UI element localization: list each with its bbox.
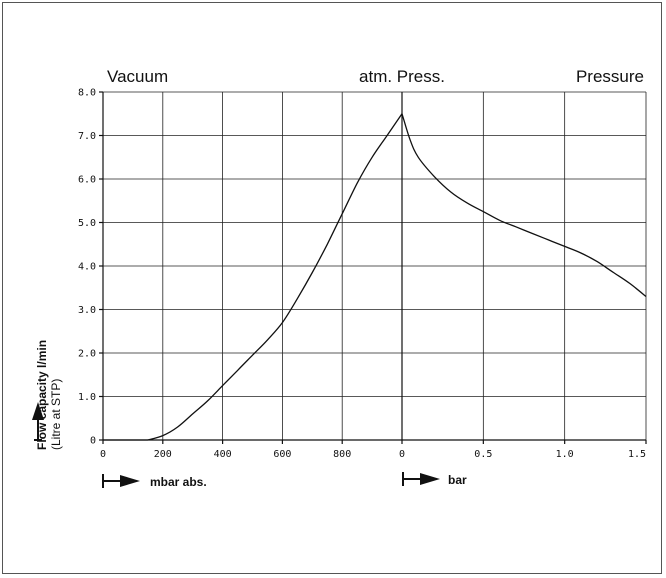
y-tick-label: 2.0 <box>78 349 96 360</box>
y-tick-label: 0 <box>90 436 96 447</box>
flow-curve-vacuum <box>147 113 403 441</box>
x-tick-label-pressure: 0.5 <box>474 449 492 460</box>
x-tick-label-pressure: 0 <box>399 449 405 460</box>
x-tick-label-pressure: 1.5 <box>628 449 646 460</box>
y-tick-label: 1.0 <box>78 392 96 403</box>
x-tick-label-vacuum: 0 <box>100 449 106 460</box>
region-label-vacuum: Vacuum <box>107 67 168 86</box>
y-tick-label: 6.0 <box>78 175 96 186</box>
y-axis-title: Flow capacity l/min (Litre at STP) <box>35 340 63 450</box>
region-label-atm: atm. Press. <box>359 67 445 86</box>
x-tick-label-vacuum: 400 <box>214 449 232 460</box>
flow-curve-pressure <box>401 113 647 298</box>
x-axis-label-vacuum: mbar abs. <box>150 475 207 489</box>
y-axis-arrow-icon <box>32 402 44 441</box>
y-axis-sublabel: (Litre at STP) <box>49 379 63 450</box>
curves <box>103 113 647 441</box>
y-tick-label: 7.0 <box>78 131 96 142</box>
axes <box>99 91 647 444</box>
x-tick-label-vacuum: 800 <box>333 449 351 460</box>
y-tick-label: 4.0 <box>78 262 96 273</box>
x-axis-arrow-icon-pressure <box>402 472 440 486</box>
grid <box>102 91 647 441</box>
x-tick-label-pressure: 1.0 <box>556 449 574 460</box>
tick-labels: 8.07.06.05.04.03.02.01.000 200 400 600 800 0 0… <box>78 88 646 461</box>
x-tick-label-vacuum: 200 <box>154 449 172 460</box>
y-tick-label: 5.0 <box>78 218 96 229</box>
x-axis-arrow-icon-vacuum <box>102 474 140 488</box>
x-tick-label-vacuum: 600 <box>273 449 291 460</box>
y-tick-label: 3.0 <box>78 305 96 316</box>
x-axis-label-pressure: bar <box>448 473 467 487</box>
region-label-pressure: Pressure <box>576 67 644 86</box>
y-tick-label: 8.0 <box>78 88 96 99</box>
